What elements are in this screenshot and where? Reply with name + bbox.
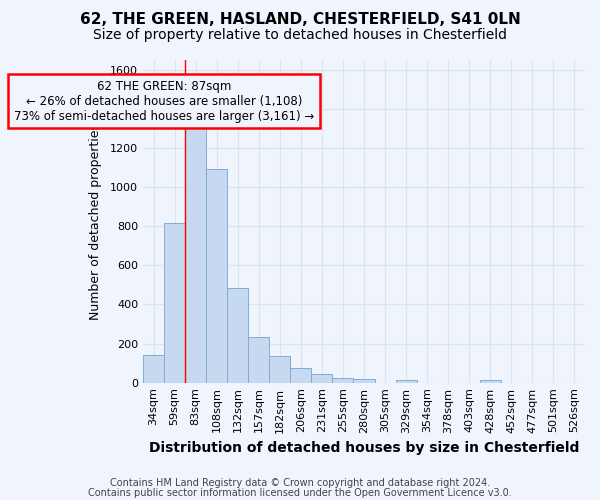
Text: 62 THE GREEN: 87sqm
← 26% of detached houses are smaller (1,108)
73% of semi-det: 62 THE GREEN: 87sqm ← 26% of detached ho…: [14, 80, 314, 122]
Bar: [206, 168, 227, 382]
Bar: [248, 337, 269, 382]
Bar: [143, 354, 164, 382]
Text: Size of property relative to detached houses in Chesterfield: Size of property relative to detached ho…: [93, 28, 507, 42]
Text: Contains HM Land Registry data © Crown copyright and database right 2024.: Contains HM Land Registry data © Crown c…: [110, 478, 490, 488]
Bar: [227, 288, 248, 382]
Bar: [185, 128, 206, 382]
Bar: [395, 380, 416, 382]
X-axis label: Distribution of detached houses by size in Chesterfield: Distribution of detached houses by size …: [149, 441, 579, 455]
Text: 62, THE GREEN, HASLAND, CHESTERFIELD, S41 0LN: 62, THE GREEN, HASLAND, CHESTERFIELD, S4…: [80, 12, 520, 28]
Bar: [290, 368, 311, 382]
Bar: [353, 379, 374, 382]
Y-axis label: Number of detached properties: Number of detached properties: [89, 123, 101, 320]
Text: Contains public sector information licensed under the Open Government Licence v3: Contains public sector information licen…: [88, 488, 512, 498]
Bar: [332, 378, 353, 382]
Bar: [164, 224, 185, 382]
Bar: [311, 374, 332, 382]
Bar: [480, 380, 501, 382]
Bar: [269, 356, 290, 382]
